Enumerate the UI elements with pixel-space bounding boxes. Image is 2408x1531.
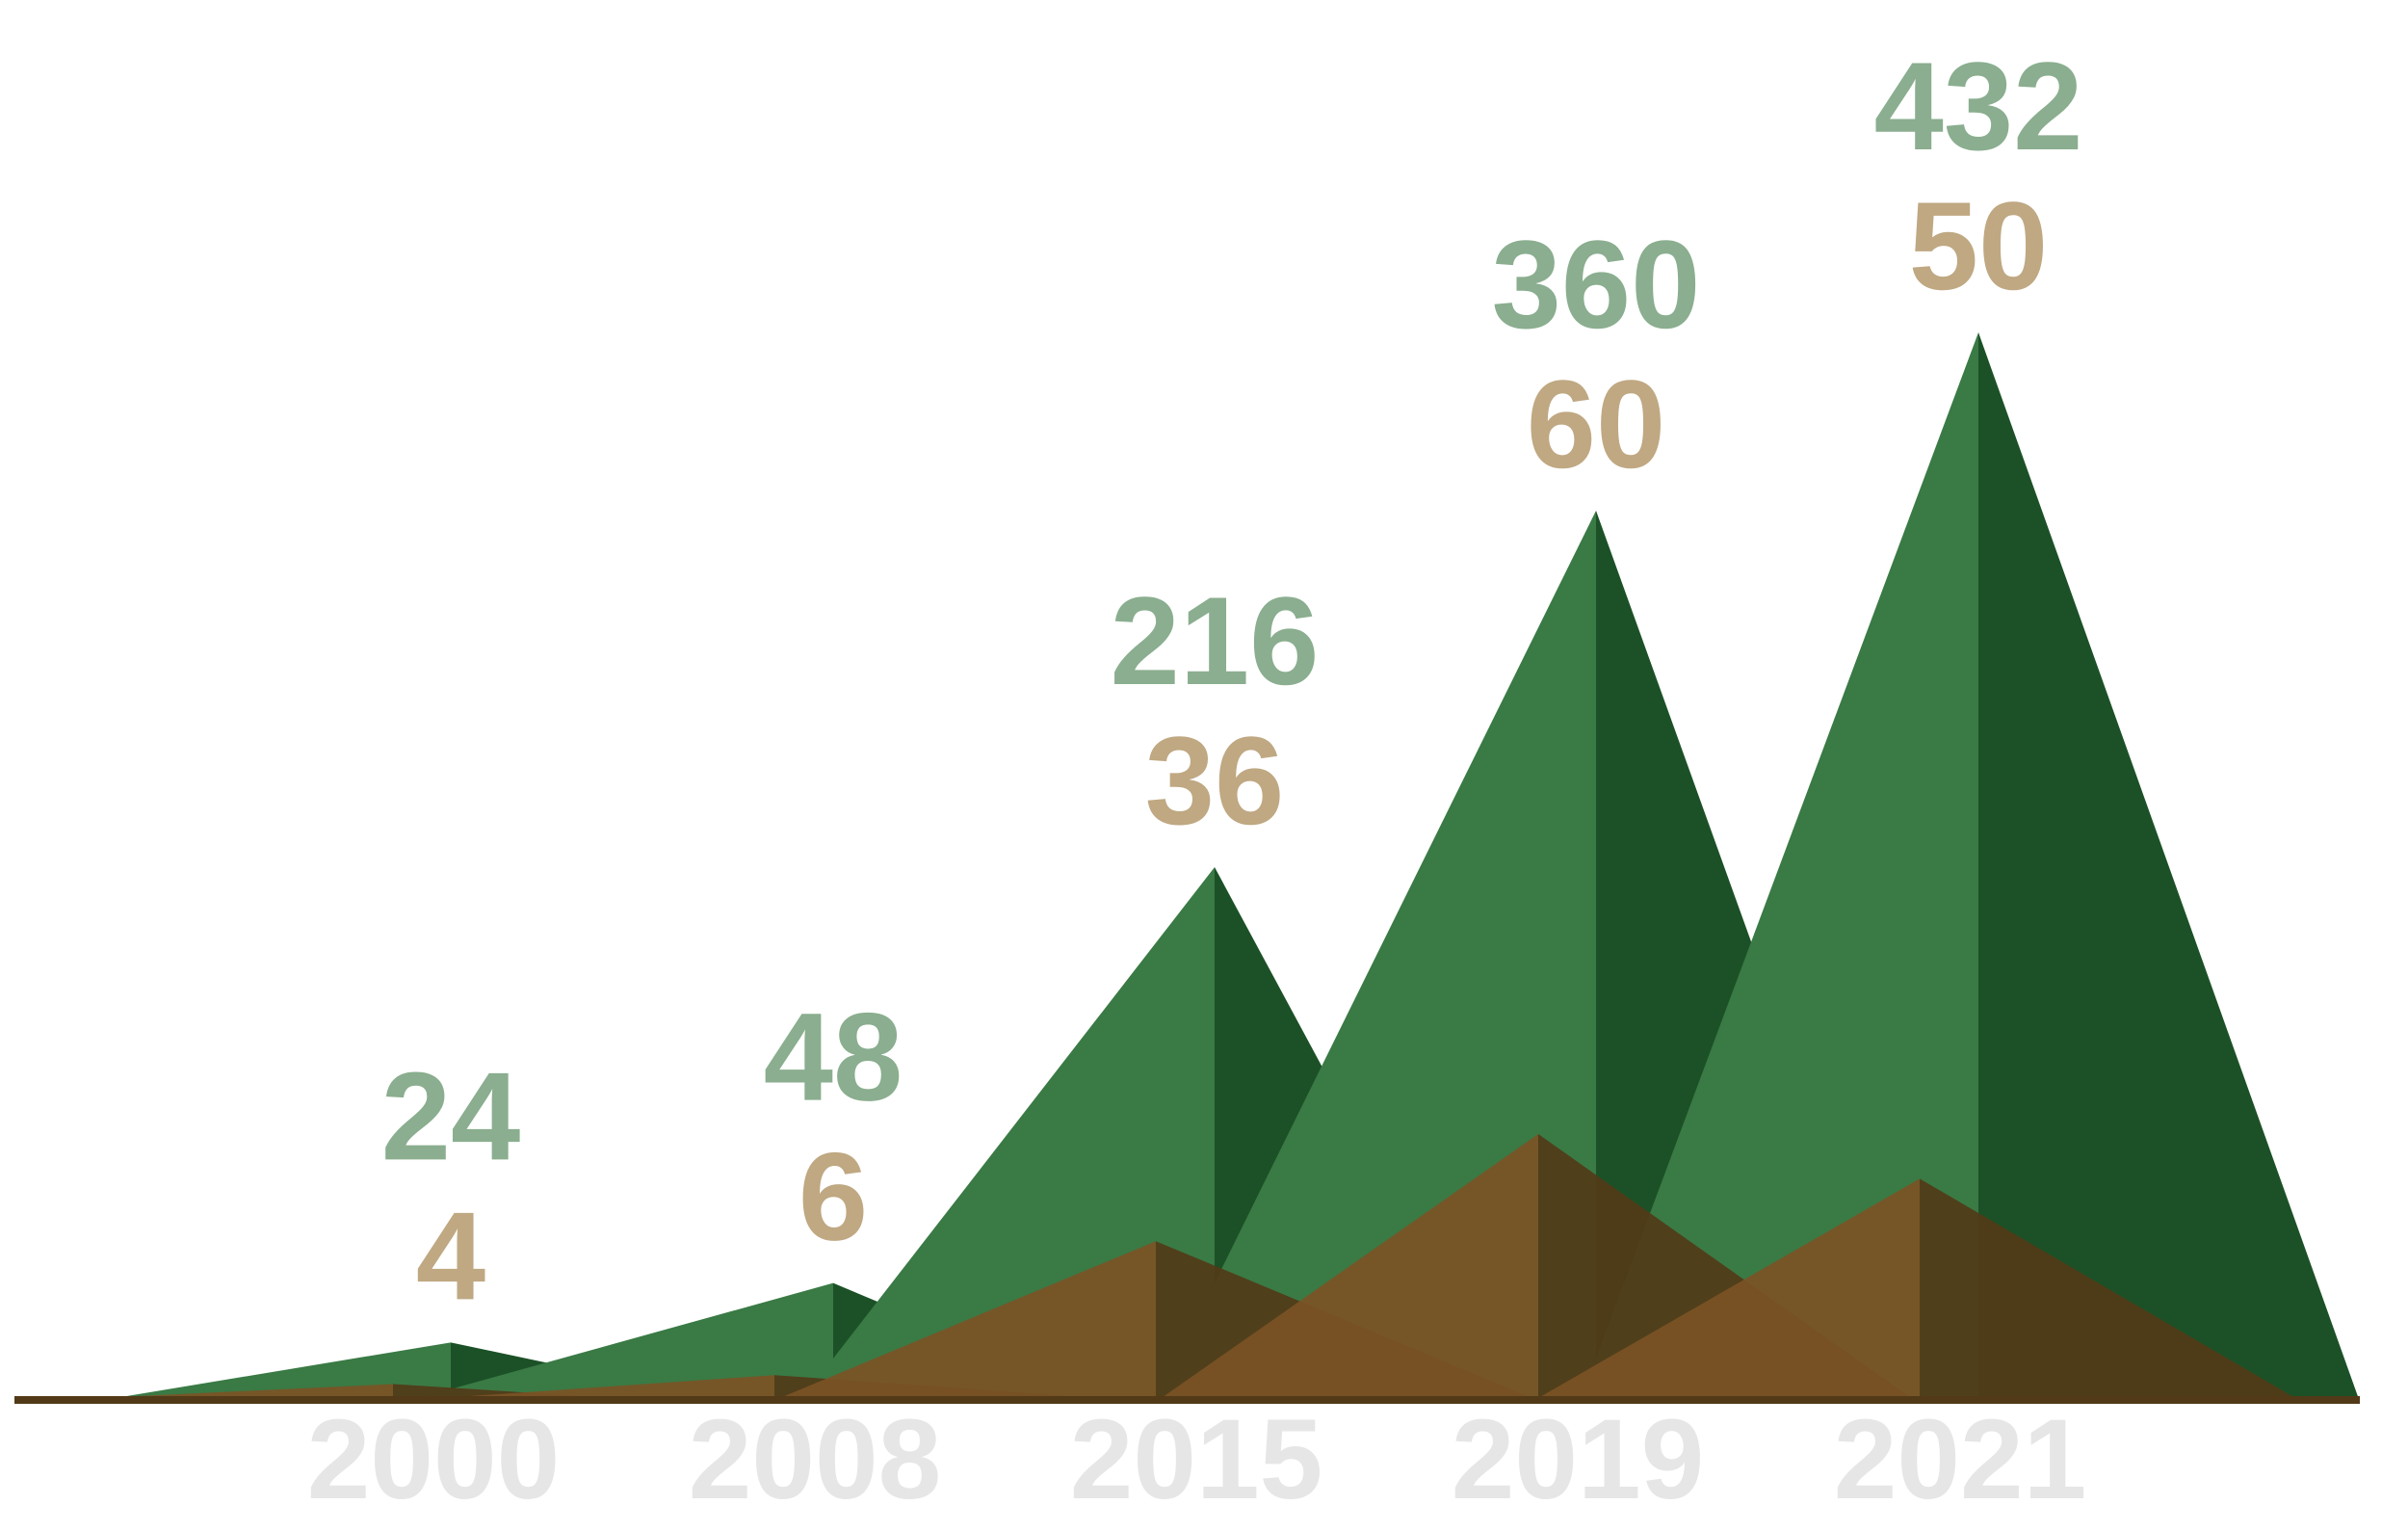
x-tick-label-2015: 2015 — [1070, 1396, 1323, 1523]
small-peak-2019-light — [1156, 1134, 1538, 1402]
value-label-large-2019: 360 — [1492, 214, 1701, 355]
x-tick-label-2008: 2008 — [689, 1396, 942, 1523]
small-peak-2008-light — [385, 1375, 774, 1402]
small-peak-2021-light — [1531, 1178, 1920, 1402]
value-label-large-2000: 24 — [381, 1045, 521, 1186]
value-label-large-2021: 432 — [1874, 36, 2083, 176]
value-label-small-2000: 4 — [416, 1185, 485, 1326]
large-peak-2021-shade — [1978, 332, 2360, 1402]
baseline-strip — [14, 1396, 2360, 1404]
x-tick-label-2021: 2021 — [1834, 1396, 2087, 1523]
x-tick-label-2019: 2019 — [1452, 1396, 1705, 1523]
small-peak-2015-light — [771, 1241, 1156, 1402]
large-peak-2021-light — [1580, 332, 1978, 1402]
small-series-peaks — [14, 1134, 2360, 1404]
x-tick-label-2000: 2000 — [307, 1396, 561, 1523]
x-axis: 2000 2008 2015 2019 2021 — [307, 1396, 2087, 1523]
value-label-small-2019: 60 — [1527, 354, 1666, 494]
value-label-small-2021: 50 — [1909, 175, 2049, 316]
value-label-large-2015: 216 — [1111, 570, 1320, 711]
small-peak-2021-shade — [1920, 1178, 2302, 1402]
value-label-small-2015: 36 — [1145, 710, 1285, 851]
large-peak-2008-light — [405, 1282, 833, 1402]
value-label-large-2008: 48 — [764, 987, 903, 1127]
value-label-small-2008: 6 — [798, 1126, 868, 1267]
